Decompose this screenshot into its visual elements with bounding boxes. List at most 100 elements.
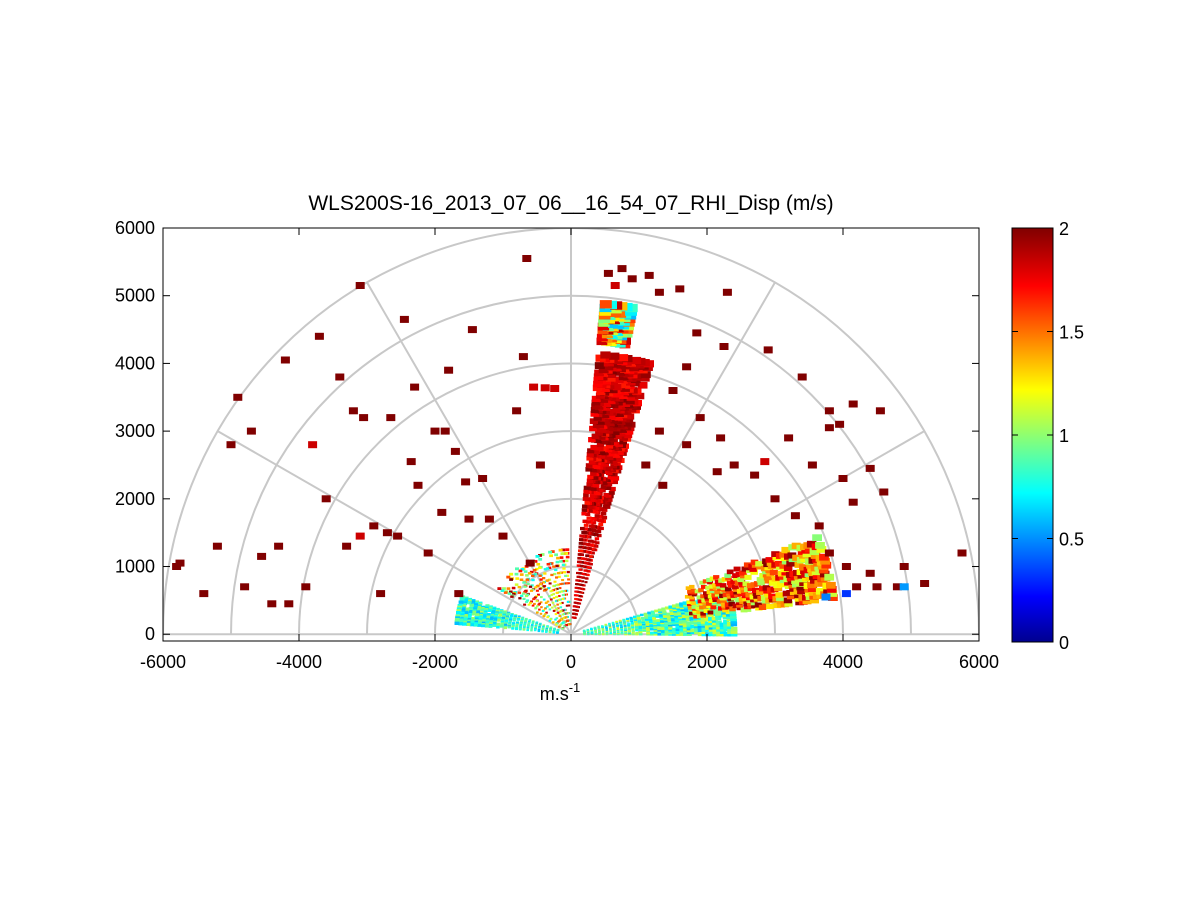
sector-cell (585, 573, 589, 576)
sector-cell (597, 625, 600, 628)
sector-cell (751, 587, 760, 593)
sector-cell (664, 606, 670, 610)
sector-cell (517, 585, 522, 589)
sector-cell (718, 610, 725, 616)
sector-cell (469, 603, 474, 607)
sector-cell (610, 463, 618, 469)
sector-cell (718, 578, 725, 583)
sector-cell (680, 609, 686, 613)
sector-cell (766, 603, 774, 610)
sector-cell (597, 487, 604, 492)
sector-cell (472, 607, 477, 611)
sector-cell (756, 577, 765, 583)
sector-cell (559, 602, 562, 605)
sector-cell (530, 627, 533, 630)
sector-cell (682, 601, 688, 605)
sector-cell (706, 608, 713, 613)
scatter-cell (872, 583, 882, 591)
sector-cell (708, 627, 715, 632)
sector-cell (779, 551, 788, 558)
sector-cell (734, 592, 741, 598)
sector-cell (724, 602, 732, 607)
sector-cell (567, 582, 571, 585)
sector-cell (591, 482, 598, 488)
sector-cell (481, 624, 486, 628)
sector-cell (580, 557, 585, 560)
sector-cell (590, 517, 596, 521)
sector-cell (637, 381, 648, 389)
sector-cell (727, 599, 735, 604)
sector-cell (558, 598, 561, 601)
sector-cell (722, 615, 729, 620)
sector-cell (693, 614, 699, 619)
sector-cell (614, 457, 622, 463)
x-tick-label: -2000 (412, 652, 458, 672)
sector-cell (626, 378, 636, 386)
sector-cell (704, 617, 710, 622)
sector-cell (681, 611, 686, 615)
sector-cell (734, 581, 742, 586)
sector-cell (821, 561, 832, 569)
sector-cell (484, 624, 489, 628)
sector-cell (585, 554, 589, 557)
sector-cell (749, 566, 757, 572)
sector-cell (824, 573, 835, 581)
sector-cell (465, 622, 471, 626)
sector-cell (786, 593, 796, 600)
sector-cell (543, 568, 548, 571)
sector-cell (819, 553, 829, 561)
sector-cell (756, 589, 764, 596)
scatter-cell (246, 427, 256, 435)
sector-cell (456, 611, 461, 615)
sector-cell (624, 633, 628, 636)
sector-cell (730, 626, 738, 632)
sector-cell (476, 607, 481, 611)
sector-cell (586, 455, 594, 461)
sector-cell (730, 619, 737, 624)
sector-cell (711, 593, 718, 598)
sector-cell (625, 617, 629, 620)
sector-cell (708, 598, 715, 603)
scatter-cell (835, 420, 845, 428)
sector-cell (533, 629, 537, 632)
sector-cell (689, 597, 695, 602)
sector-cell (471, 612, 476, 616)
sector-cell (660, 625, 665, 629)
sector-cell (527, 572, 532, 575)
sector-cell (807, 581, 817, 589)
sector-cell (557, 620, 560, 623)
sector-cell (582, 629, 586, 632)
sector-cell (715, 615, 722, 621)
sector-cell (543, 572, 547, 575)
sector-cell (579, 538, 584, 542)
sector-cell (683, 627, 688, 631)
chart-title: WLS200S-16_2013_07_06__16_54_07_RHI_Disp… (308, 192, 833, 215)
sector-cell (548, 619, 552, 622)
sector-cell (712, 625, 719, 630)
sector-cell (582, 561, 587, 564)
sector-cell (563, 608, 567, 611)
sector-cell (746, 598, 754, 603)
scatter-cell (440, 427, 450, 435)
sector-cell (600, 412, 610, 419)
sector-cell (565, 548, 570, 552)
sector-cell (781, 569, 790, 576)
sector-cell (679, 629, 685, 633)
sector-cell (751, 603, 759, 609)
sector-cell (595, 498, 601, 503)
sector-cell (579, 587, 583, 590)
sector-cell (657, 632, 662, 636)
sector-cell (535, 595, 538, 598)
sector-cell (697, 624, 703, 628)
sector-cell (535, 622, 538, 625)
sector-cell (697, 632, 704, 637)
sector-cell (797, 587, 806, 594)
x-tick-label: -6000 (140, 652, 186, 672)
data-cells (172, 255, 967, 637)
sector-cell (690, 628, 696, 633)
sector-cell (583, 569, 587, 572)
sector-cell (500, 625, 504, 628)
sector-cell (625, 398, 635, 405)
sector-cell (723, 627, 730, 632)
sector-cell (607, 451, 615, 457)
